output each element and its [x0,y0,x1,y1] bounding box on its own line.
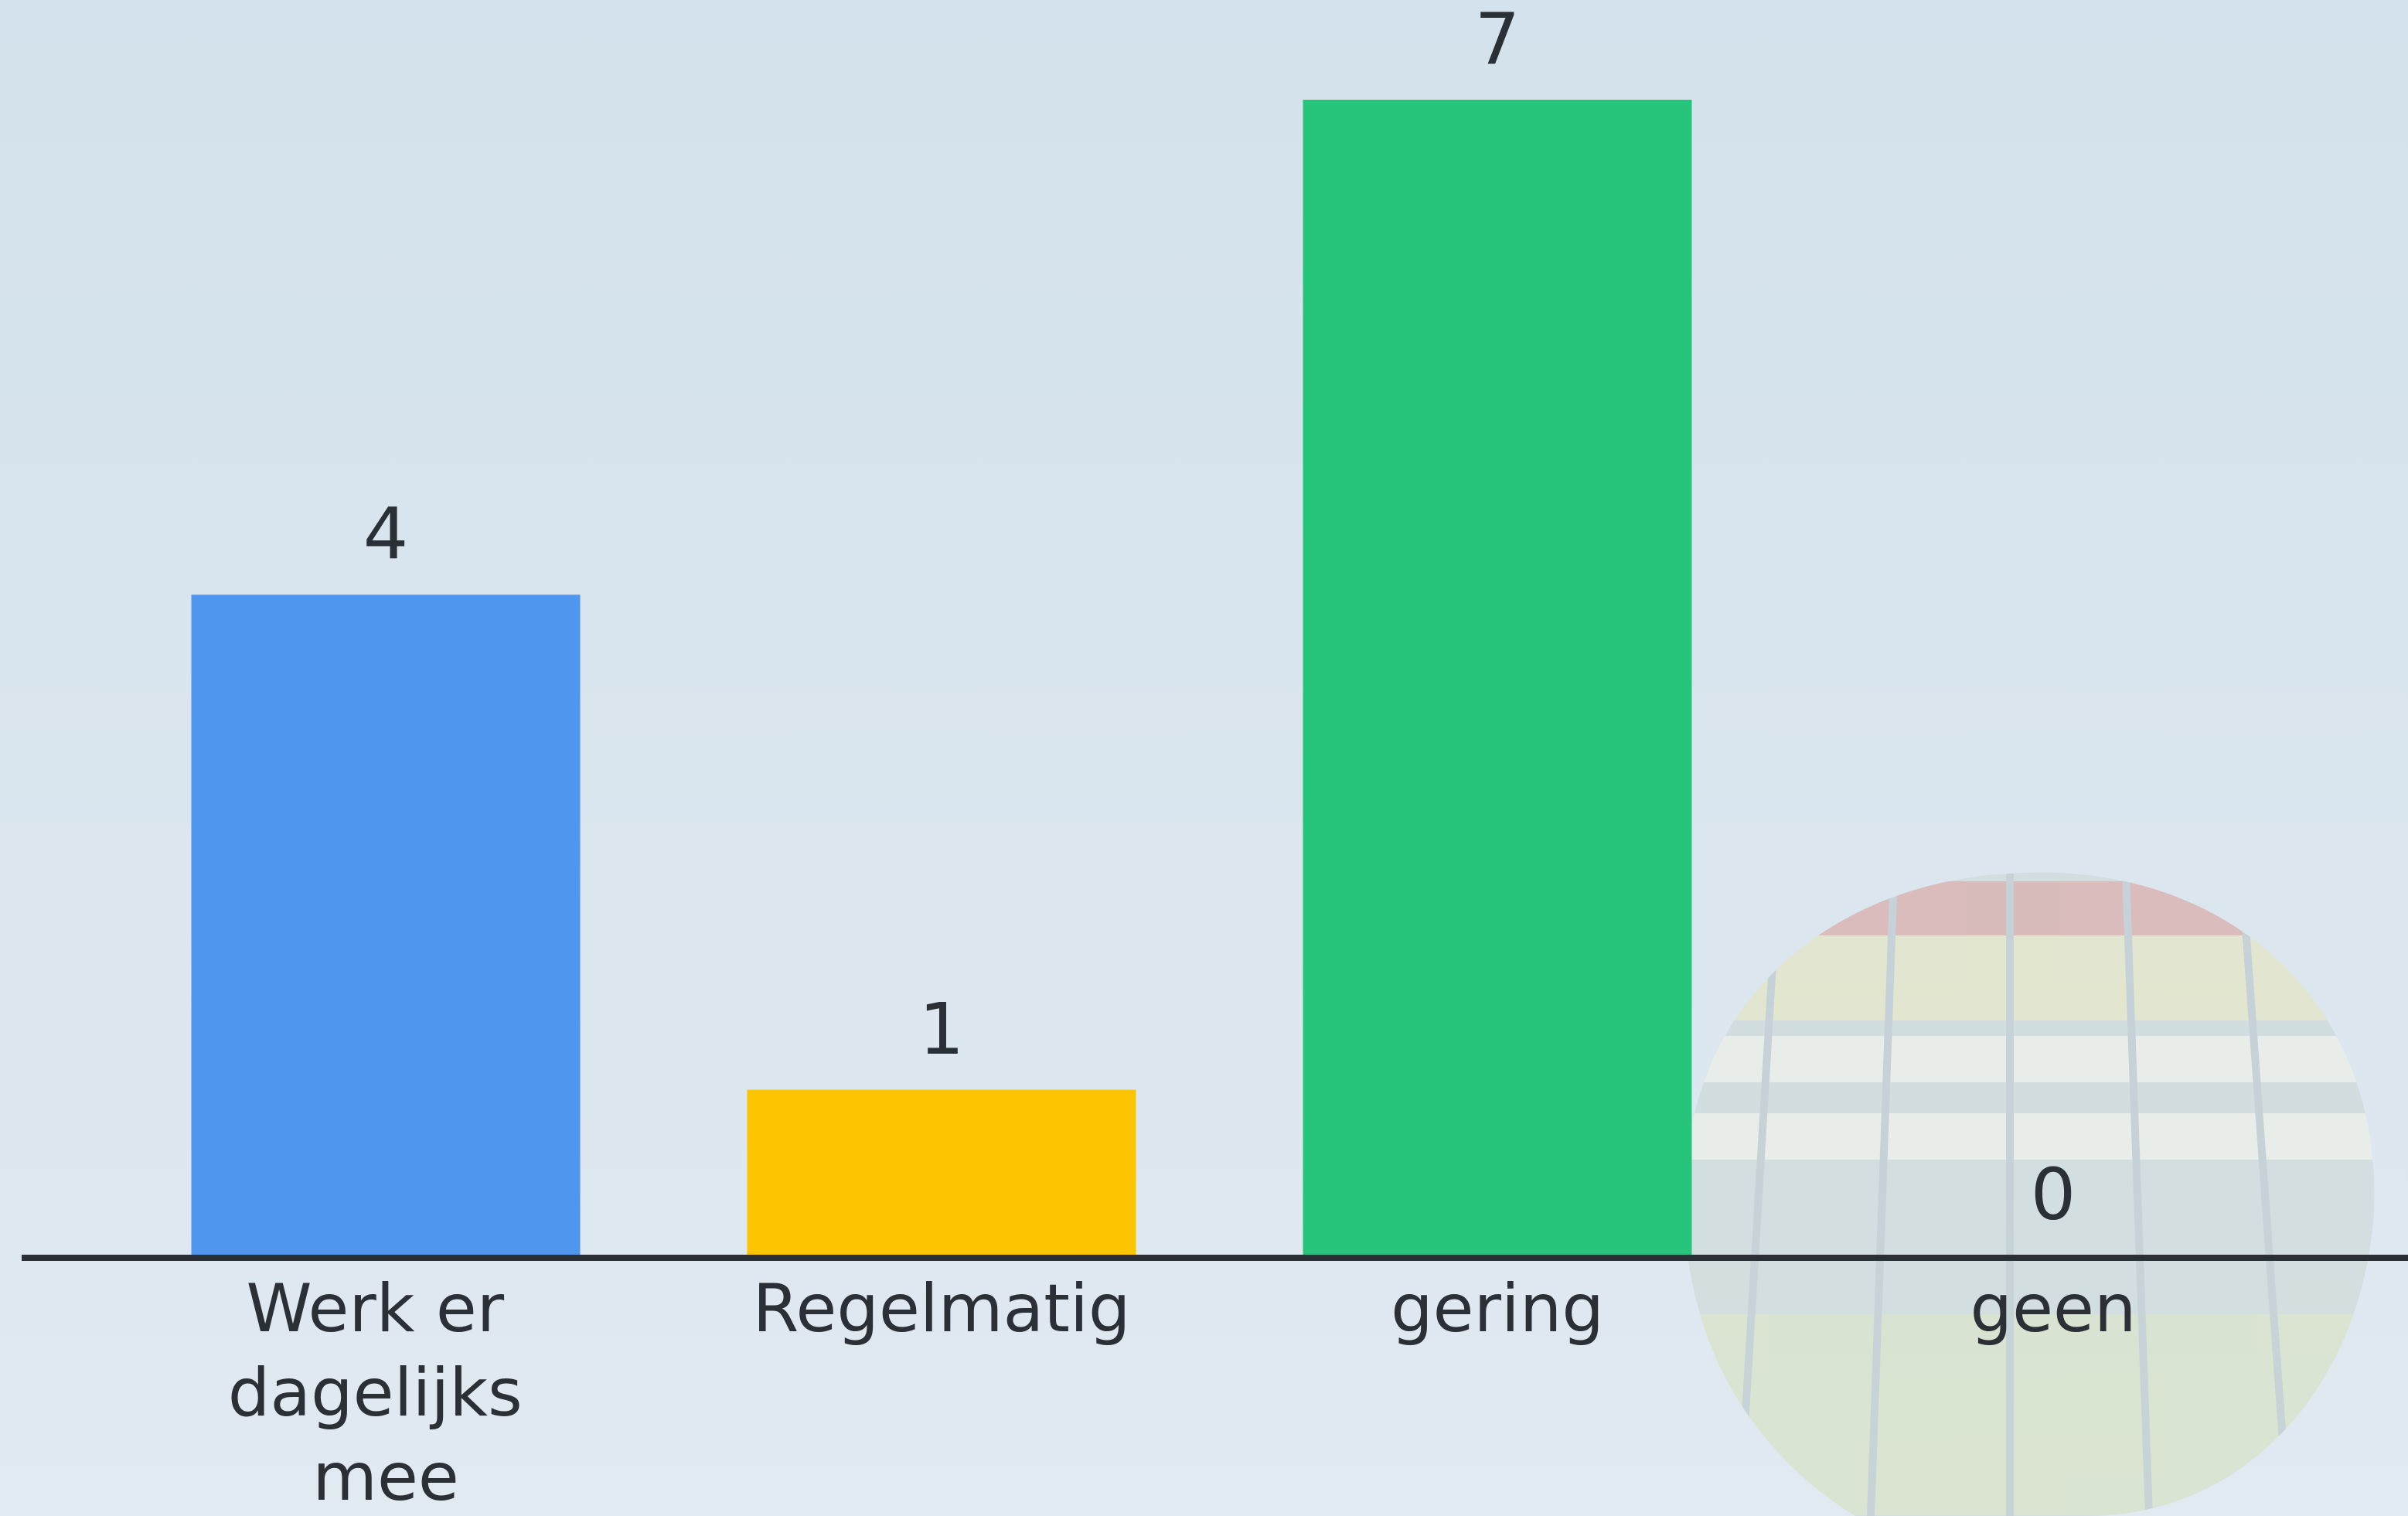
bar [747,1089,1136,1255]
balloon-decoration [1684,872,2375,1516]
value-label: 1 [919,988,965,1071]
bar [1303,100,1692,1255]
x-tick-label: Werk er dagelijks mee [228,1270,543,1516]
bar [191,594,581,1255]
x-tick-label: gering [1391,1270,1604,1347]
value-label: 0 [2031,1153,2076,1235]
value-label: 7 [1475,0,1521,80]
x-tick-label: Regelmatig [753,1270,1131,1347]
x-tick-label: geen [1970,1270,2137,1347]
value-label: 4 [363,493,409,576]
